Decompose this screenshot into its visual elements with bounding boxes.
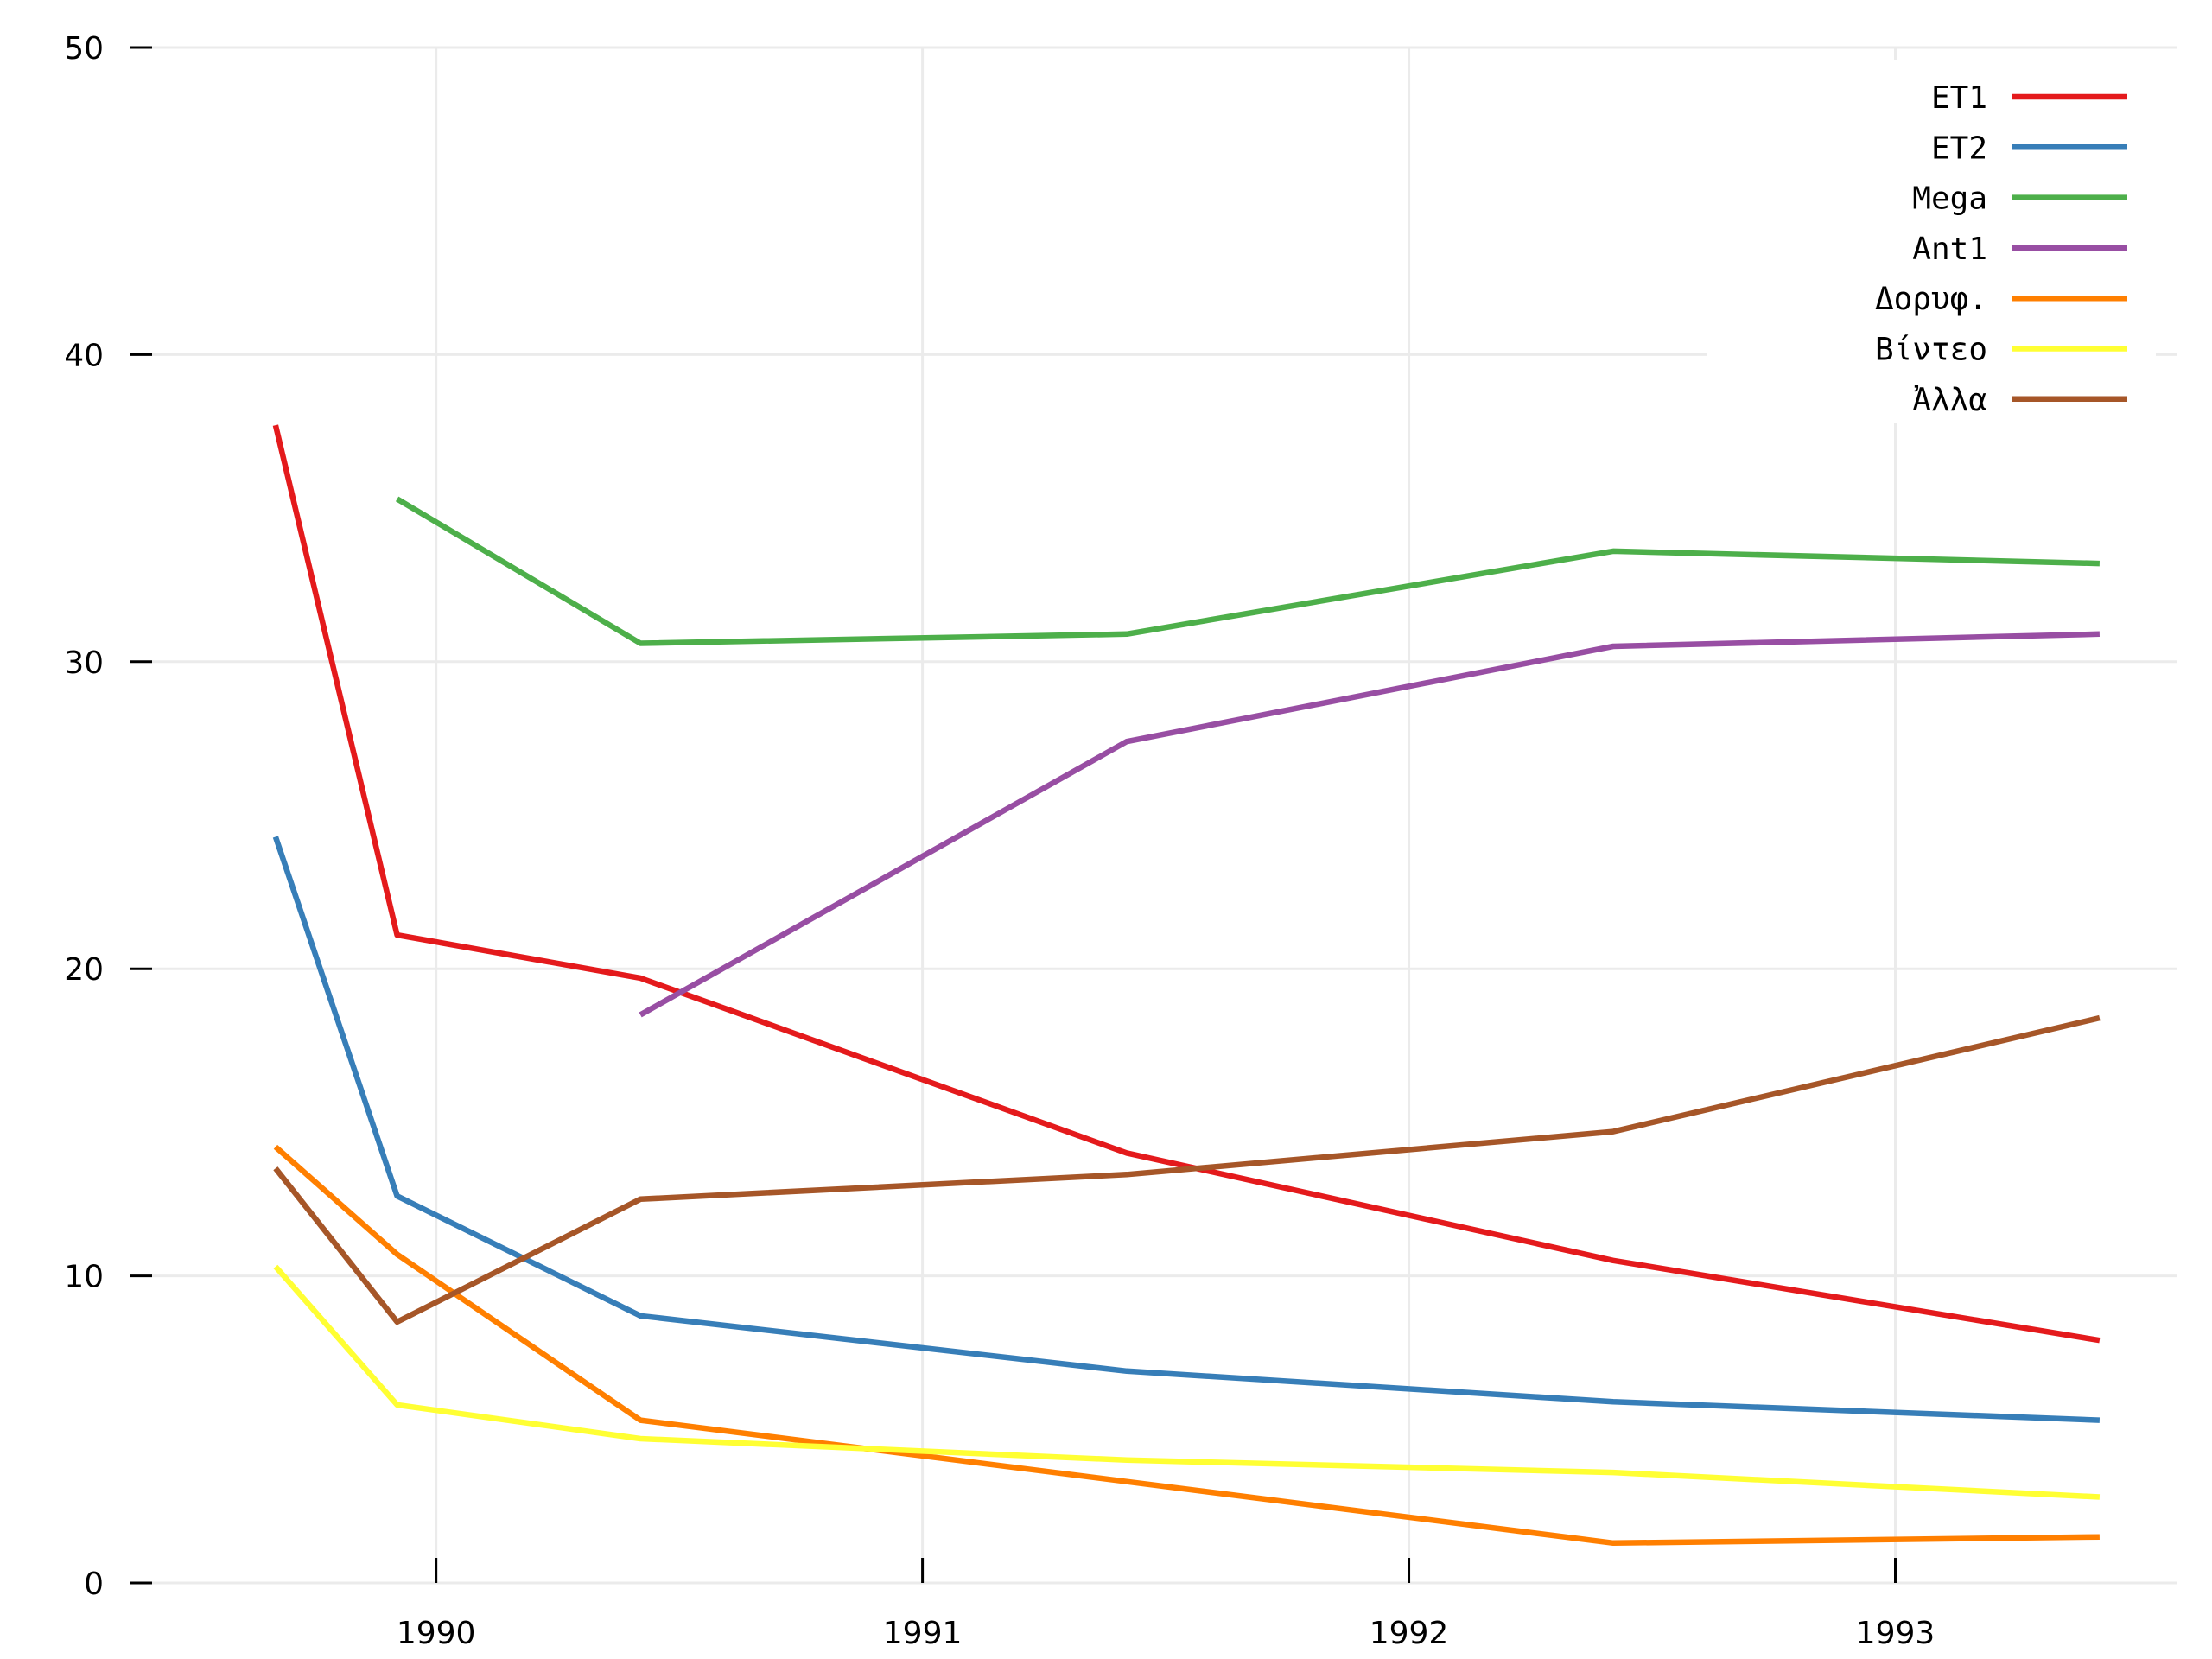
series-line-2 [395,496,2100,646]
series-line-5 [273,1264,2101,1500]
legend-label: Δορυφ. [1875,282,1987,317]
series-line-3 [639,631,2100,1018]
legend-label: Mega [1912,181,1987,217]
series-lines [272,424,2101,1547]
x-tick-label: 1992 [1370,1616,1449,1651]
legend-label: Βίντεο [1875,333,1987,368]
y-tick-label: 10 [64,1260,104,1295]
legend-background [1707,60,2156,423]
axes: 0 10 20 30 40 50 1990 1991 1992 1993 [64,31,1935,1651]
y-tick-label: 30 [64,645,104,681]
series-line-0 [272,424,2101,1344]
legend-label: Ἀλλα [1912,383,1987,418]
y-tick-label: 0 [84,1567,104,1602]
legend-label: ET2 [1931,130,1987,166]
series-line-1 [272,836,2101,1423]
y-tick-label: 40 [64,338,104,373]
series-line-6 [273,1014,2101,1325]
y-tick-label: 50 [64,31,104,67]
y-tick-label: 20 [64,952,104,988]
legend: ET1 ET2 Mega Ant1 Δορυφ. Βίντεο Ἀλλα [1707,60,2156,423]
legend-label: ET1 [1931,80,1987,116]
legend-label: Ant1 [1912,232,1987,267]
x-tick-label: 1993 [1856,1616,1936,1651]
x-tick-label: 1991 [883,1616,963,1651]
x-tick-label: 1990 [397,1616,476,1651]
